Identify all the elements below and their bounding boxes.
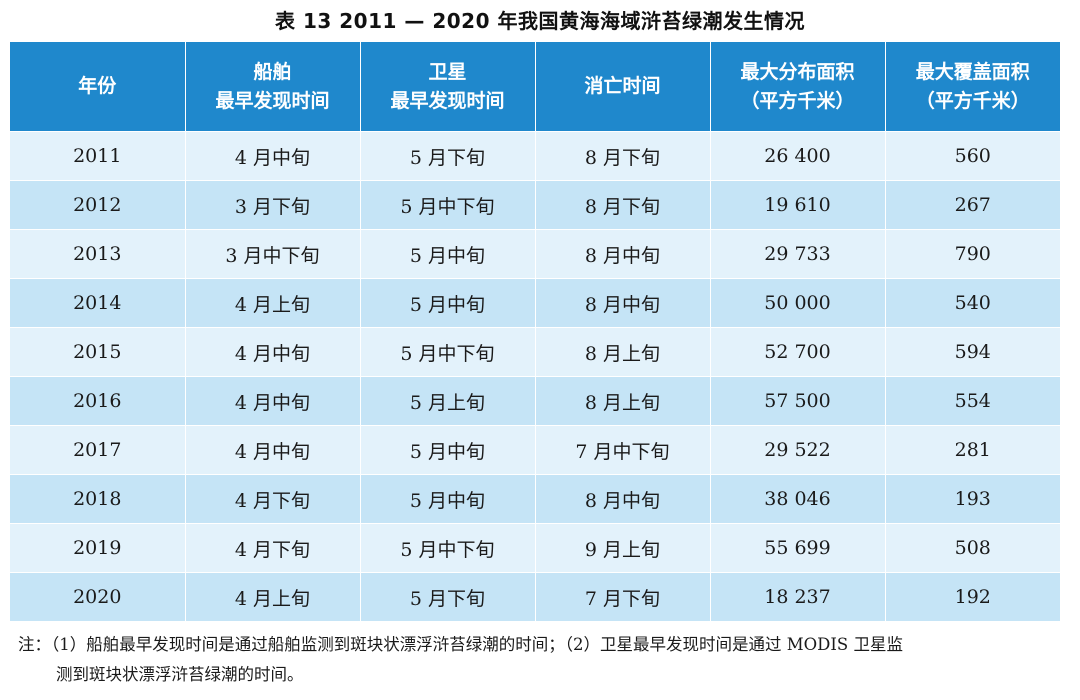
cell-max-coverage-area: 554 (884, 376, 1060, 426)
cell-max-coverage-area: 594 (884, 327, 1060, 377)
cell-ship-first-seen: 3 月下旬 (184, 180, 361, 230)
cell-max-distribution-area: 57 500 (709, 376, 886, 426)
cell-ship-first-seen: 4 月下旬 (184, 523, 361, 573)
header-satellite-first-seen: 卫星 最早发现时间 (359, 42, 536, 132)
cell-max-coverage-area: 560 (884, 131, 1060, 181)
cell-year: 2015 (10, 327, 186, 377)
cell-dissipation-time: 9 月上旬 (534, 523, 711, 573)
header-distribution-line2: （平方千米） (740, 89, 855, 112)
cell-dissipation-time: 7 月中下旬 (534, 425, 711, 475)
cell-dissipation-time: 8 月下旬 (534, 131, 711, 181)
cell-max-coverage-area: 508 (884, 523, 1060, 573)
header-year: 年份 (10, 42, 186, 132)
cell-dissipation-time: 8 月中旬 (534, 278, 711, 328)
cell-year: 2017 (10, 425, 186, 475)
cell-ship-first-seen: 4 月中旬 (184, 376, 361, 426)
cell-year: 2016 (10, 376, 186, 426)
cell-max-coverage-area: 540 (884, 278, 1060, 328)
header-max-coverage-area: 最大覆盖面积 （平方千米） (884, 42, 1060, 132)
cell-dissipation-time: 8 月下旬 (534, 180, 711, 230)
table-row: 2012 3 月下旬 5 月中下旬 8 月下旬 19 610 267 (10, 180, 1060, 230)
cell-dissipation-time: 8 月上旬 (534, 327, 711, 377)
cell-satellite-first-seen: 5 月下旬 (359, 572, 536, 622)
cell-dissipation-time: 8 月中旬 (534, 474, 711, 524)
header-satellite-line2: 最早发现时间 (390, 89, 505, 112)
header-dissipation-time: 消亡时间 (534, 42, 711, 132)
header-satellite-line1: 卫星 (428, 60, 467, 83)
header-distribution-line1: 最大分布面积 (740, 60, 855, 83)
cell-ship-first-seen: 4 月上旬 (184, 278, 361, 328)
cell-ship-first-seen: 3 月中下旬 (184, 229, 361, 279)
cell-ship-first-seen: 4 月中旬 (184, 131, 361, 181)
header-max-distribution-area: 最大分布面积 （平方千米） (709, 42, 886, 132)
cell-ship-first-seen: 4 月中旬 (184, 425, 361, 475)
cell-max-distribution-area: 19 610 (709, 180, 886, 230)
cell-max-distribution-area: 38 046 (709, 474, 886, 524)
cell-ship-first-seen: 4 月上旬 (184, 572, 361, 622)
header-ship-line2: 最早发现时间 (215, 89, 330, 112)
header-dissipation-label: 消亡时间 (584, 75, 661, 97)
header-coverage-line1: 最大覆盖面积 (915, 60, 1030, 83)
cell-year: 2011 (10, 131, 186, 181)
cell-max-distribution-area: 29 522 (709, 425, 886, 475)
cell-max-distribution-area: 26 400 (709, 131, 886, 181)
cell-max-distribution-area: 52 700 (709, 327, 886, 377)
green-tide-table: 年份 船舶 最早发现时间 卫星 最早发现时间 消亡时间 最大分布面积 （平方千米… (10, 42, 1060, 622)
cell-max-coverage-area: 281 (884, 425, 1060, 475)
cell-dissipation-time: 8 月中旬 (534, 229, 711, 279)
cell-satellite-first-seen: 5 月中下旬 (359, 523, 536, 573)
cell-dissipation-time: 7 月下旬 (534, 572, 711, 622)
cell-satellite-first-seen: 5 月中旬 (359, 278, 536, 328)
cell-max-distribution-area: 29 733 (709, 229, 886, 279)
cell-ship-first-seen: 4 月下旬 (184, 474, 361, 524)
table-row: 2014 4 月上旬 5 月中旬 8 月中旬 50 000 540 (10, 278, 1060, 328)
table-footnote: 注：（1）船舶最早发现时间是通过船舶监测到斑块状漂浮浒苔绿潮的时间；（2）卫星最… (18, 630, 1068, 690)
cell-satellite-first-seen: 5 月上旬 (359, 376, 536, 426)
cell-max-distribution-area: 50 000 (709, 278, 886, 328)
table-row: 2013 3 月中下旬 5 月中旬 8 月中旬 29 733 790 (10, 229, 1060, 279)
cell-satellite-first-seen: 5 月中下旬 (359, 180, 536, 230)
table-row: 2016 4 月中旬 5 月上旬 8 月上旬 57 500 554 (10, 376, 1060, 426)
footnote-line-1: 注：（1）船舶最早发现时间是通过船舶监测到斑块状漂浮浒苔绿潮的时间；（2）卫星最… (18, 635, 903, 654)
table-row: 2019 4 月下旬 5 月中下旬 9 月上旬 55 699 508 (10, 523, 1060, 573)
cell-satellite-first-seen: 5 月中旬 (359, 229, 536, 279)
header-row: 年份 船舶 最早发现时间 卫星 最早发现时间 消亡时间 最大分布面积 （平方千米… (10, 42, 1060, 132)
cell-dissipation-time: 8 月上旬 (534, 376, 711, 426)
cell-max-distribution-area: 55 699 (709, 523, 886, 573)
table-row: 2011 4 月中旬 5 月下旬 8 月下旬 26 400 560 (10, 131, 1060, 181)
table-row: 2018 4 月下旬 5 月中旬 8 月中旬 38 046 193 (10, 474, 1060, 524)
cell-ship-first-seen: 4 月中旬 (184, 327, 361, 377)
cell-year: 2014 (10, 278, 186, 328)
table-title: 表 13 2011 — 2020 年我国黄海海域浒苔绿潮发生情况 (275, 9, 805, 33)
cell-year: 2012 (10, 180, 186, 230)
cell-satellite-first-seen: 5 月中下旬 (359, 327, 536, 377)
cell-satellite-first-seen: 5 月中旬 (359, 474, 536, 524)
table-row: 2020 4 月上旬 5 月下旬 7 月下旬 18 237 192 (10, 572, 1060, 622)
cell-satellite-first-seen: 5 月下旬 (359, 131, 536, 181)
header-ship-line1: 船舶 (253, 60, 292, 83)
cell-max-coverage-area: 192 (884, 572, 1060, 622)
footnote-line-2: 测到斑块状漂浮浒苔绿潮的时间。 (56, 665, 304, 684)
cell-year: 2018 (10, 474, 186, 524)
cell-max-distribution-area: 18 237 (709, 572, 886, 622)
header-coverage-line2: （平方千米） (915, 89, 1030, 112)
header-year-label: 年份 (78, 75, 117, 97)
cell-year: 2020 (10, 572, 186, 622)
table-row: 2015 4 月中旬 5 月中下旬 8 月上旬 52 700 594 (10, 327, 1060, 377)
cell-year: 2013 (10, 229, 186, 279)
cell-max-coverage-area: 790 (884, 229, 1060, 279)
cell-max-coverage-area: 193 (884, 474, 1060, 524)
cell-max-coverage-area: 267 (884, 180, 1060, 230)
table-row: 2017 4 月中旬 5 月中旬 7 月中下旬 29 522 281 (10, 425, 1060, 475)
cell-satellite-first-seen: 5 月中旬 (359, 425, 536, 475)
cell-year: 2019 (10, 523, 186, 573)
header-ship-first-seen: 船舶 最早发现时间 (184, 42, 361, 132)
